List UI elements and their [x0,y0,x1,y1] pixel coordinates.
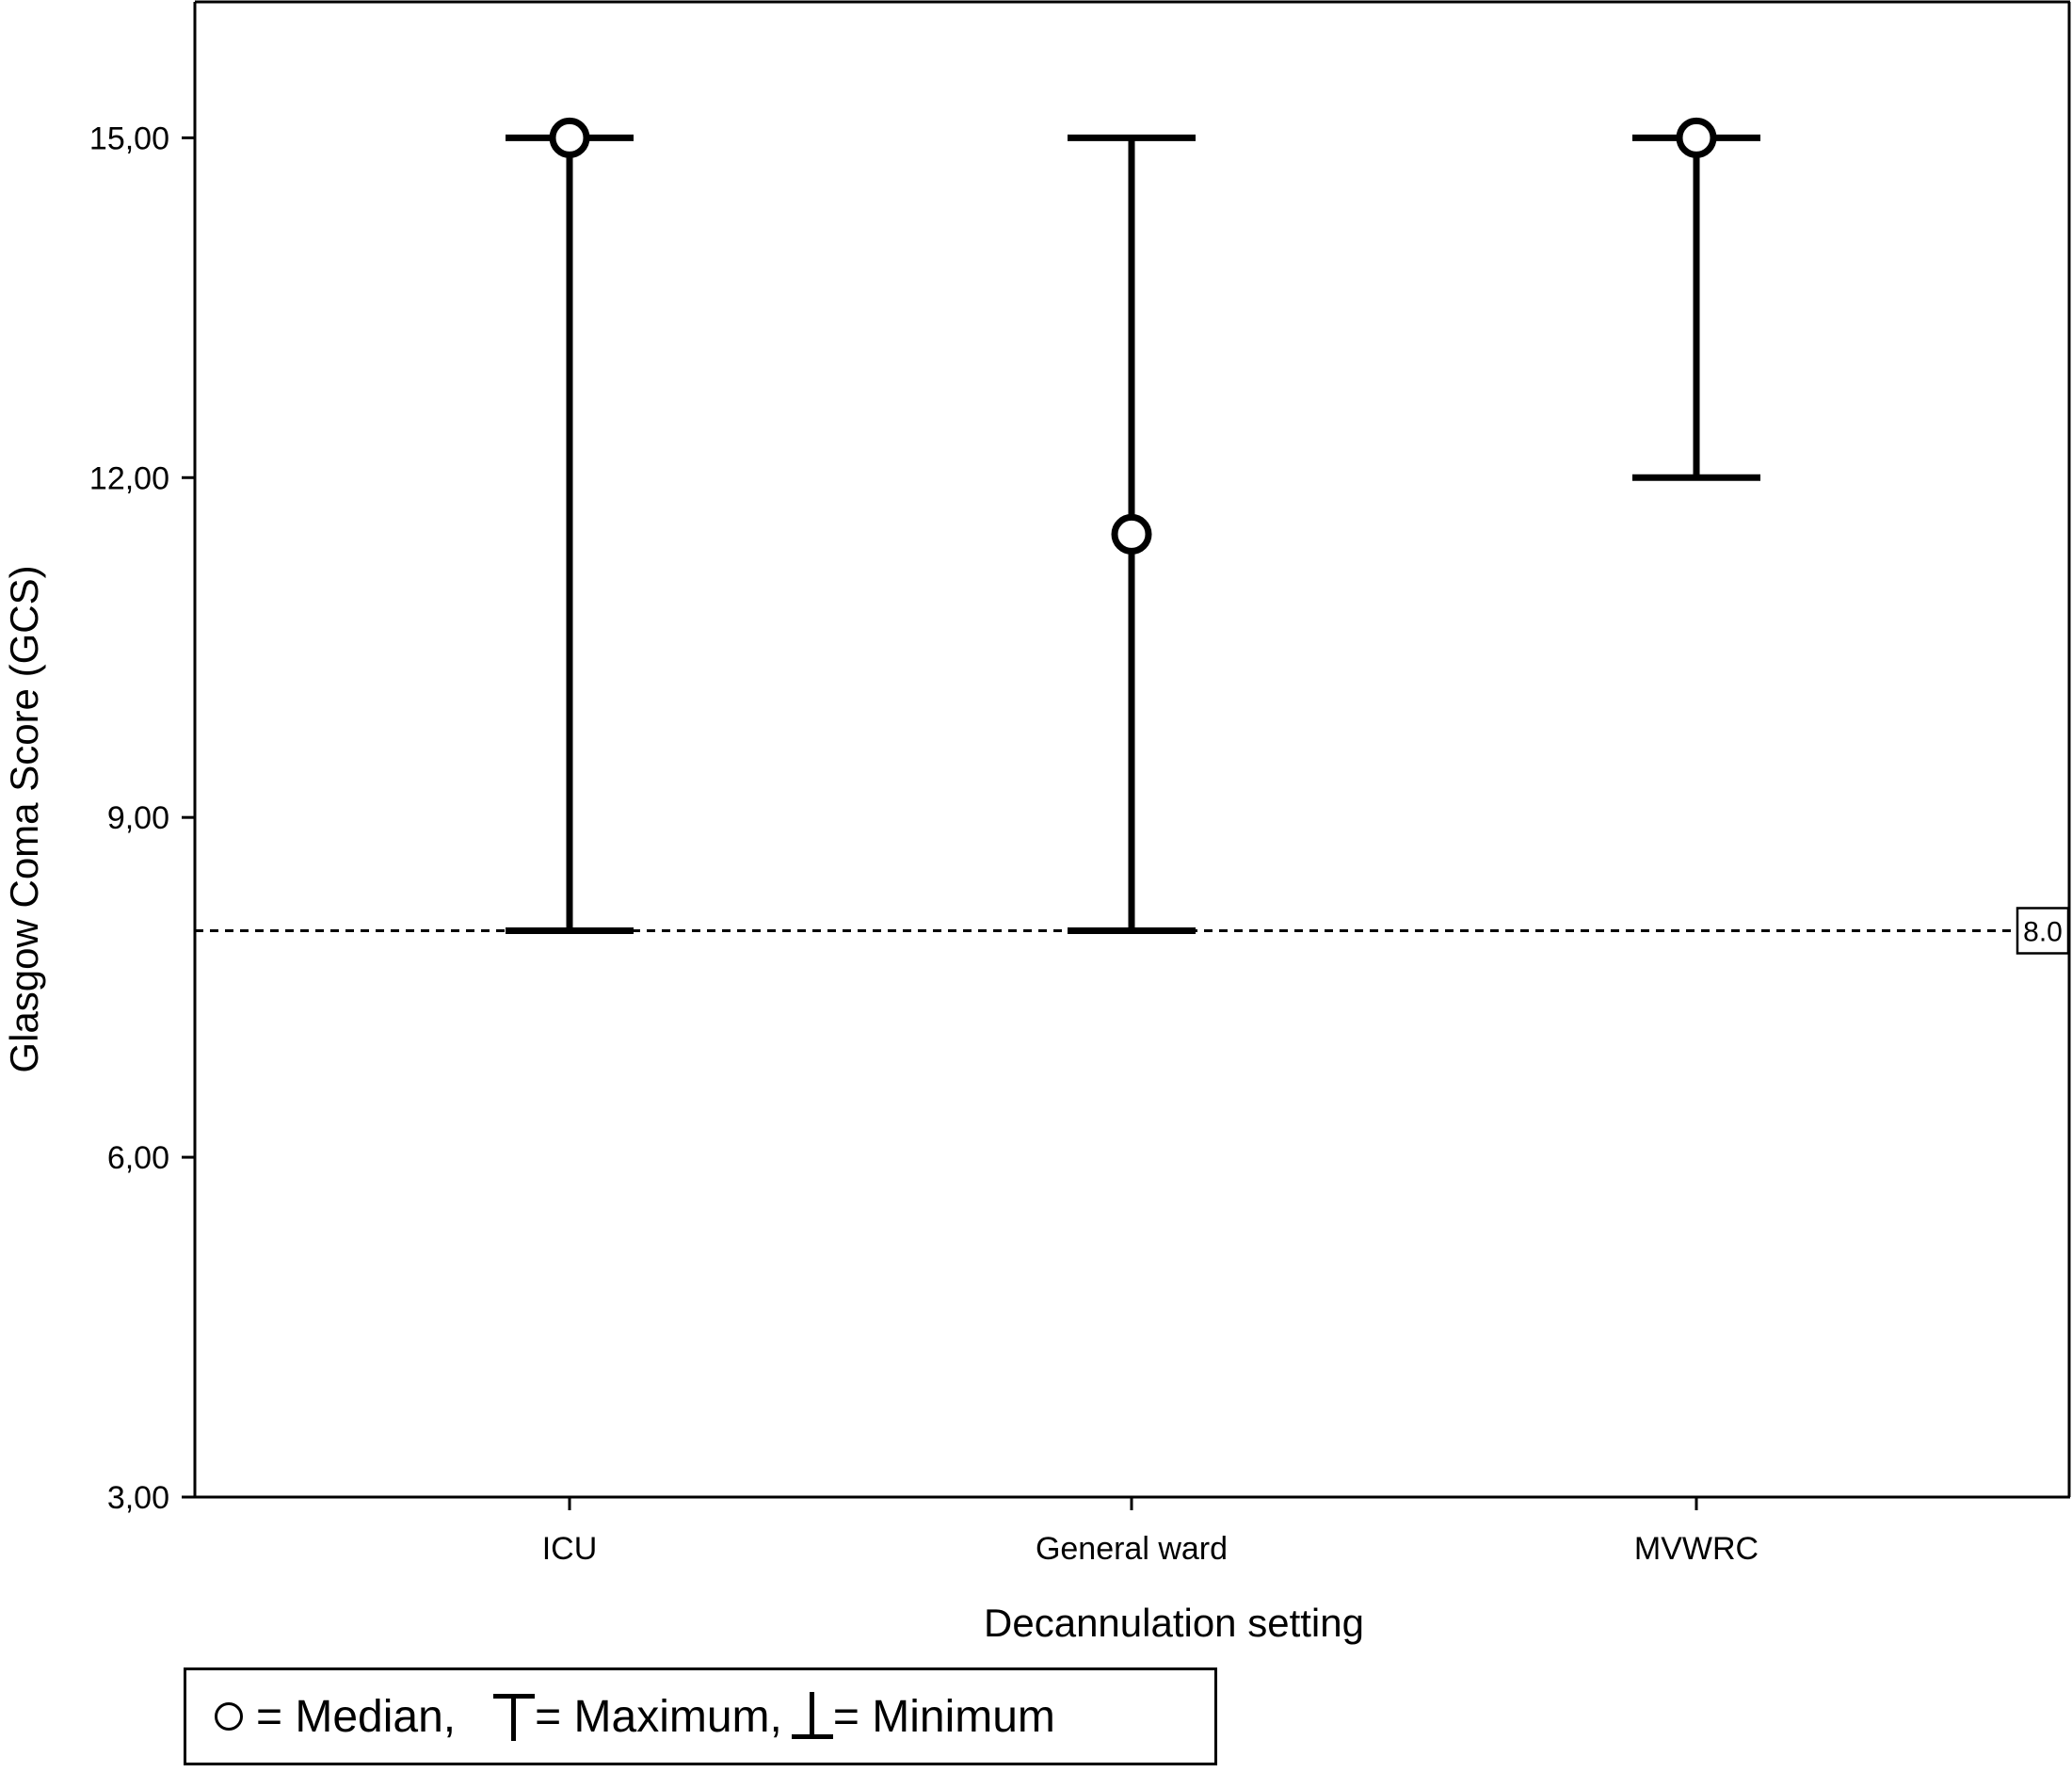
minimum-tee-icon [791,1692,833,1741]
y-tick-label: 3,00 [107,1480,169,1516]
median-circle-icon [215,1702,243,1731]
y-tick-label: 12,00 [89,460,169,496]
error-bars [506,117,1760,934]
y-tick-label: 15,00 [89,121,169,156]
y-tick-label: 9,00 [107,800,169,836]
x-axis-title: Decannulation setting [984,1601,1364,1645]
legend-item-maximum: = Maximum, [456,1691,782,1743]
legend-min-label: = Minimum [832,1691,1055,1742]
legend-item-minimum: = Minimum [782,1691,1055,1743]
x-axis-ticks: ICU General ward MVWRC [542,1497,1759,1567]
y-tick-label: 6,00 [107,1140,169,1176]
x-tick-label: ICU [542,1531,598,1567]
reference-label-box [2016,907,2070,955]
x-tick-label: MVWRC [1634,1531,1759,1567]
median-marker [549,117,590,158]
x-tick-label: General ward [1036,1531,1228,1567]
median-marker [1111,513,1152,555]
legend-item-median: = Median, [215,1691,456,1743]
plot-frame [193,0,2071,1499]
legend-median-label: = Median, [256,1691,457,1742]
legend: = Median, = Maximum, = Minimum [184,1667,1217,1765]
legend-max-label: = Maximum, [535,1691,782,1742]
reference-label: 8.0 [2023,916,2063,947]
median-marker [1676,117,1717,158]
y-axis-title: Glasgow Coma Score (GCS) [2,565,46,1072]
maximum-tee-icon [493,1692,536,1741]
y-axis-ticks: 3,00 6,00 9,00 12,00 15,00 [89,121,195,1516]
